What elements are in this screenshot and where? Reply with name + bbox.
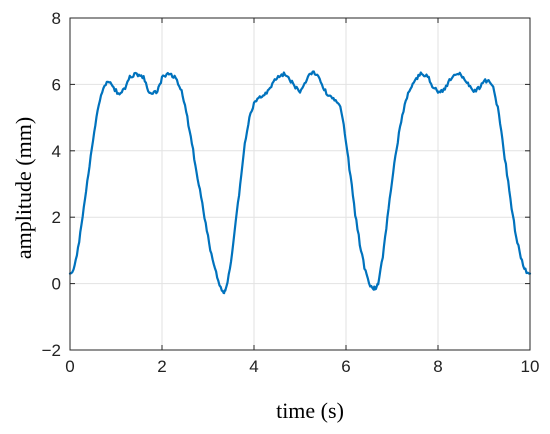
- grid: [69, 17, 531, 351]
- x-tick-label: 10: [521, 357, 540, 376]
- y-tick-labels: −2 0 2 4 6 8: [42, 9, 61, 360]
- y-tick-label: 0: [52, 275, 61, 294]
- y-tick-label: 4: [52, 142, 61, 161]
- x-tick-label: 0: [65, 357, 74, 376]
- x-tick-labels: 0 2 4 6 8 10: [65, 357, 539, 376]
- ticks: [69, 17, 531, 351]
- x-tick-label: 8: [433, 357, 442, 376]
- x-axis-label: time (s): [276, 398, 344, 423]
- series-layer: [68, 70, 532, 295]
- x-tick-label: 4: [249, 357, 258, 376]
- y-tick-label: 2: [52, 208, 61, 227]
- series-line: [68, 70, 532, 295]
- x-tick-label: 6: [341, 357, 350, 376]
- plot-area-frame: [69, 17, 531, 351]
- y-tick-label: 6: [52, 75, 61, 94]
- y-tick-label: 8: [52, 9, 61, 28]
- y-axis-label: amplitude (mm): [11, 117, 36, 259]
- y-tick-label: −2: [42, 341, 61, 360]
- x-tick-label: 2: [157, 357, 166, 376]
